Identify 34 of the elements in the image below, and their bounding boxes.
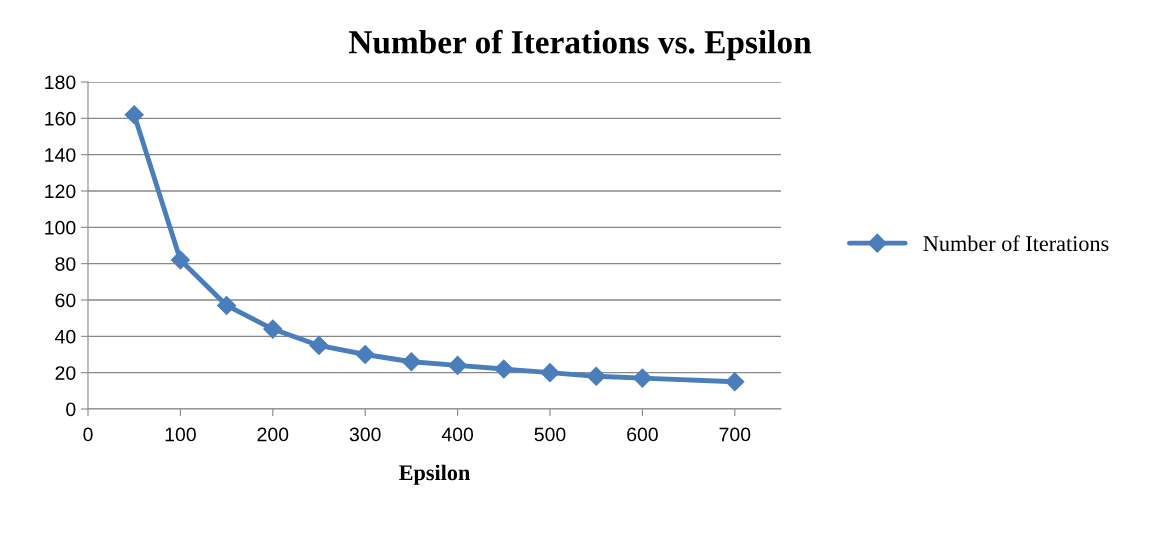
y-tick-label: 180 xyxy=(45,75,76,90)
x-tick-label: 0 xyxy=(83,427,93,442)
x-axis-title: Epsilon xyxy=(399,464,470,485)
point xyxy=(309,335,329,355)
point xyxy=(401,352,421,372)
point xyxy=(494,359,514,379)
y-tick-label: 80 xyxy=(55,257,76,271)
y-tick-label: 120 xyxy=(45,184,76,199)
x-tick-label: 700 xyxy=(719,427,751,442)
y-tick-label: 140 xyxy=(45,148,76,162)
legend-label: Number of Iterations xyxy=(923,235,1109,252)
y-tick-label: 0 xyxy=(66,402,76,417)
point xyxy=(217,295,237,315)
point xyxy=(632,368,652,388)
x-tick-label: 200 xyxy=(257,427,289,442)
x-tick-label: 100 xyxy=(165,427,196,442)
y-tick-label: 100 xyxy=(45,220,76,235)
x-tick-label: 400 xyxy=(441,427,474,442)
y-tick-label: 60 xyxy=(55,293,76,308)
point xyxy=(170,250,190,270)
point xyxy=(540,363,560,383)
point xyxy=(263,319,283,339)
y-tick-label: 160 xyxy=(45,111,76,126)
y-tick-label: 20 xyxy=(55,366,76,380)
x-tick-label: 300 xyxy=(349,427,381,442)
point xyxy=(448,355,468,375)
y-tick-label: 40 xyxy=(55,329,76,344)
point xyxy=(725,372,745,392)
point xyxy=(124,105,144,125)
point xyxy=(355,344,375,365)
x-tick-label: 600 xyxy=(627,427,658,442)
point xyxy=(586,366,606,386)
x-tick-label: 500 xyxy=(534,427,566,442)
chart-title: Number of Iterations vs. Epsilon xyxy=(348,29,812,61)
